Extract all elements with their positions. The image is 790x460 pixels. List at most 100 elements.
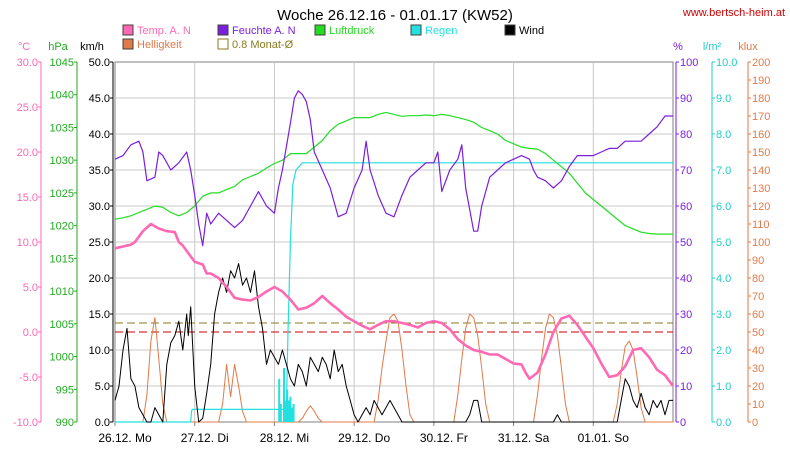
wind-tick-label: 15.0 bbox=[89, 309, 110, 321]
chart-source: www.bertsch-heim.at bbox=[682, 7, 785, 19]
light-tick-label: 60 bbox=[752, 309, 764, 321]
temp-tick-label: 20.0 bbox=[17, 147, 38, 159]
wind-tick-label: 10.0 bbox=[89, 345, 110, 357]
rain-bar bbox=[279, 404, 282, 422]
wind-tick-label: 20.0 bbox=[89, 273, 110, 285]
wind-tick-label: 30.0 bbox=[89, 201, 110, 213]
light-tick-label: 200 bbox=[752, 57, 770, 69]
legend-swatch-press bbox=[314, 24, 326, 36]
rain-tick-label: 9.0 bbox=[716, 93, 731, 105]
rain-tick-label: 10.0 bbox=[716, 57, 737, 69]
x-tick-label: 31.12. Sa bbox=[498, 431, 550, 445]
rain-bar bbox=[278, 378, 281, 422]
legend-label-wind: Wind bbox=[519, 25, 544, 37]
x-tick-label: 26.12. Mo bbox=[98, 431, 152, 445]
rain-bar bbox=[282, 368, 285, 422]
hum-axis-unit: % bbox=[673, 41, 683, 53]
legend-label-temp: Temp. A. N bbox=[137, 25, 191, 37]
rain-tick-label: 1.0 bbox=[716, 381, 731, 393]
press-axis-unit: hPa bbox=[48, 41, 68, 53]
x-tick-label: 27.12. Di bbox=[181, 431, 229, 445]
x-tick-label: 29.12. Do bbox=[338, 431, 390, 445]
legend-swatch-wind bbox=[504, 24, 516, 36]
temp-tick-label: 0.0 bbox=[23, 327, 38, 339]
series-line-humidity bbox=[114, 90, 673, 247]
x-tick-label: 30.12. Fr bbox=[420, 431, 468, 445]
hum-tick-label: 40 bbox=[680, 273, 692, 285]
light-tick-label: 70 bbox=[752, 291, 764, 303]
temp-tick-label: -10.0 bbox=[13, 417, 38, 429]
temp-axis-unit: °C bbox=[18, 41, 30, 53]
legend-label-light: Helligkeit bbox=[137, 39, 182, 51]
rain-bar bbox=[290, 407, 293, 422]
legend-label-press: Luftdruck bbox=[329, 25, 375, 37]
press-tick-label: 1040 bbox=[50, 90, 74, 102]
light-tick-label: 50 bbox=[752, 327, 764, 339]
light-tick-label: 140 bbox=[752, 165, 770, 177]
rain-tick-label: 2.0 bbox=[716, 345, 731, 357]
light-tick-label: 30 bbox=[752, 363, 764, 375]
rain-bar bbox=[292, 404, 295, 422]
light-tick-label: 110 bbox=[752, 219, 770, 231]
legend-swatch-temp bbox=[122, 24, 134, 36]
press-tick-label: 1005 bbox=[50, 319, 74, 331]
wind-tick-label: 45.0 bbox=[89, 93, 110, 105]
wind-tick-label: 5.0 bbox=[95, 381, 110, 393]
press-tick-label: 1025 bbox=[50, 188, 74, 200]
rain-tick-label: 3.0 bbox=[716, 309, 731, 321]
rain-tick-label: 4.0 bbox=[716, 273, 731, 285]
legend-swatch-light bbox=[122, 38, 134, 50]
light-tick-label: 120 bbox=[752, 201, 770, 213]
press-tick-label: 990 bbox=[56, 417, 74, 429]
rain-tick-label: 5.0 bbox=[716, 237, 731, 249]
light-tick-label: 160 bbox=[752, 129, 770, 141]
press-tick-label: 1015 bbox=[50, 253, 74, 265]
press-tick-label: 1030 bbox=[50, 155, 74, 167]
hum-tick-label: 10 bbox=[680, 381, 692, 393]
light-tick-label: 190 bbox=[752, 75, 770, 87]
temp-tick-label: -5.0 bbox=[19, 372, 38, 384]
legend-swatch-hum bbox=[217, 24, 229, 36]
wind-tick-label: 50.0 bbox=[89, 57, 110, 69]
light-tick-label: 150 bbox=[752, 147, 770, 159]
rain-bar bbox=[289, 396, 292, 422]
legend-swatch-avg bbox=[217, 38, 229, 50]
rain-tick-label: 6.0 bbox=[716, 201, 731, 213]
press-tick-label: 1020 bbox=[50, 221, 74, 233]
hum-tick-label: 20 bbox=[680, 345, 692, 357]
x-tick-label: 01.01. So bbox=[578, 431, 630, 445]
light-tick-label: 180 bbox=[752, 93, 770, 105]
hum-tick-label: 100 bbox=[680, 57, 698, 69]
x-tick-label: 28.12. Mi bbox=[260, 431, 309, 445]
press-tick-label: 1000 bbox=[50, 352, 74, 364]
rain-bar bbox=[287, 400, 290, 422]
light-tick-label: 90 bbox=[752, 255, 764, 267]
hum-tick-label: 30 bbox=[680, 309, 692, 321]
light-tick-label: 40 bbox=[752, 345, 764, 357]
legend-swatch-rain bbox=[410, 24, 422, 36]
rain-bar bbox=[284, 400, 287, 422]
light-tick-label: 170 bbox=[752, 111, 770, 123]
light-tick-label: 0 bbox=[752, 417, 758, 429]
rain-tick-label: 8.0 bbox=[716, 129, 731, 141]
hum-tick-label: 70 bbox=[680, 165, 692, 177]
series-line-temperature bbox=[114, 222, 675, 387]
light-tick-label: 130 bbox=[752, 183, 770, 195]
temp-tick-label: 25.0 bbox=[17, 102, 38, 114]
hum-tick-label: 90 bbox=[680, 93, 692, 105]
temp-tick-label: 5.0 bbox=[23, 282, 38, 294]
hum-tick-label: 50 bbox=[680, 237, 692, 249]
light-tick-label: 80 bbox=[752, 273, 764, 285]
light-tick-label: 100 bbox=[752, 237, 770, 249]
series-line-pressure bbox=[114, 111, 673, 235]
wind-tick-label: 40.0 bbox=[89, 129, 110, 141]
wind-tick-label: 0.0 bbox=[95, 417, 110, 429]
series-line-light bbox=[115, 313, 673, 423]
hum-tick-label: 0 bbox=[680, 417, 686, 429]
wind-tick-label: 25.0 bbox=[89, 237, 110, 249]
light-tick-label: 20 bbox=[752, 381, 764, 393]
light-axis-unit: klux bbox=[738, 41, 758, 53]
temp-tick-label: 15.0 bbox=[17, 192, 38, 204]
wind-axis-unit: km/h bbox=[80, 41, 104, 53]
